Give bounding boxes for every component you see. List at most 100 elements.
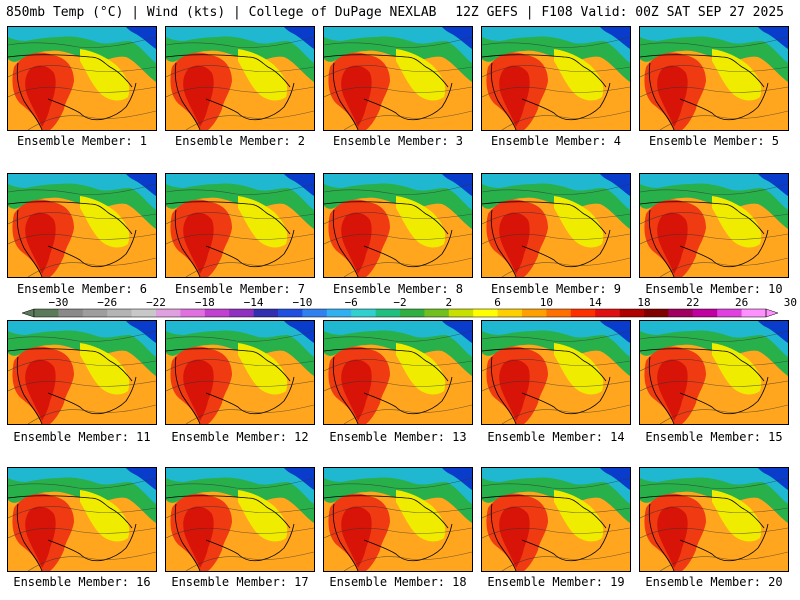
colorbar-tick-label: −10: [292, 296, 312, 309]
temperature-map: [482, 174, 630, 277]
temperature-map: [166, 321, 314, 424]
temperature-map: [8, 27, 156, 130]
temperature-map: [324, 27, 472, 130]
temperature-map: [640, 468, 788, 571]
colorbar-tick-label: −6: [345, 296, 358, 309]
member-map-10: [639, 173, 789, 278]
colorbar-tick-label: −14: [244, 296, 264, 309]
member-label: Ensemble Member: 20: [645, 575, 783, 589]
colorbar-segment: [717, 309, 742, 317]
colorbar-segment: [58, 309, 84, 317]
member-label: Ensemble Member: 3: [332, 134, 464, 148]
member-map-15: [639, 320, 789, 425]
colorbar-outline: [33, 308, 767, 318]
colorbar-tick-label: −2: [393, 296, 406, 309]
member-label: Ensemble Member: 17: [171, 575, 309, 589]
colorbar-segment: [82, 309, 108, 317]
member-map-12: [165, 320, 315, 425]
temperature-map: [166, 174, 314, 277]
member-map-4: [481, 26, 631, 131]
member-map-17: [165, 467, 315, 572]
temperature-map: [8, 321, 156, 424]
colorbar-right-arrow: [765, 308, 779, 318]
header-title: 850mb Temp (°C) | Wind (kts) | College o…: [6, 5, 437, 20]
member-label: Ensemble Member: 9: [490, 282, 622, 296]
colorbar-tick-label: 14: [589, 296, 603, 309]
colorbar-segment: [619, 309, 645, 317]
colorbar-segment: [448, 309, 474, 317]
colorbar-tick-label: −18: [195, 296, 215, 309]
member-map-19: [481, 467, 631, 572]
colorbar-segment: [278, 309, 303, 317]
colorbar-tick-label: −22: [146, 296, 166, 309]
temperature-map: [482, 468, 630, 571]
temperature-map: [324, 321, 472, 424]
colorbar-segment: [546, 309, 572, 317]
colorbar-segment: [107, 309, 132, 317]
member-label: Ensemble Member: 8: [332, 282, 464, 296]
temperature-map: [8, 468, 156, 571]
colorbar-segment: [522, 309, 547, 317]
header-valid-time: 12Z GEFS | F108 Valid: 00Z SAT SEP 27 20…: [455, 5, 784, 20]
colorbar-segment: [692, 309, 718, 317]
temperature-map: [166, 468, 314, 571]
colorbar-segment: [473, 309, 498, 317]
temperature-map: [324, 468, 472, 571]
colorbar-tick-label: 30: [784, 296, 797, 309]
member-map-1: [7, 26, 157, 131]
temperature-map: [640, 174, 788, 277]
temperature-map: [166, 27, 314, 130]
member-map-2: [165, 26, 315, 131]
member-map-11: [7, 320, 157, 425]
colorbar-segment: [326, 309, 352, 317]
member-label: Ensemble Member: 16: [13, 575, 151, 589]
temperature-map: [640, 321, 788, 424]
temperature-map: [8, 174, 156, 277]
colorbar-tick-label: 6: [494, 296, 501, 309]
member-label: Ensemble Member: 14: [487, 430, 625, 444]
colorbar-segment: [424, 309, 450, 317]
member-map-14: [481, 320, 631, 425]
colorbar-segment: [131, 309, 157, 317]
member-label: Ensemble Member: 11: [13, 430, 151, 444]
colorbar-segment: [497, 309, 523, 317]
member-map-6: [7, 173, 157, 278]
colorbar-segment: [229, 309, 254, 317]
colorbar-segment: [668, 309, 694, 317]
colorbar-segment: [156, 309, 181, 317]
member-map-7: [165, 173, 315, 278]
temperature-map: [324, 174, 472, 277]
temperature-map: [482, 321, 630, 424]
colorbar-segment: [34, 309, 59, 317]
temperature-map: [482, 27, 630, 130]
member-label: Ensemble Member: 13: [329, 430, 467, 444]
member-map-8: [323, 173, 473, 278]
colorbar-segment: [595, 309, 620, 317]
member-label: Ensemble Member: 5: [648, 134, 780, 148]
member-map-9: [481, 173, 631, 278]
colorbar-segment: [644, 309, 669, 317]
colorbar-segment: [253, 309, 279, 317]
colorbar-tick-label: −30: [48, 296, 68, 309]
member-label: Ensemble Member: 1: [16, 134, 148, 148]
member-label: Ensemble Member: 10: [645, 282, 783, 296]
member-map-16: [7, 467, 157, 572]
member-map-3: [323, 26, 473, 131]
colorbar-tick-label: 22: [686, 296, 699, 309]
colorbar-segment: [400, 309, 425, 317]
colorbar-tick-label: −26: [97, 296, 117, 309]
member-label: Ensemble Member: 7: [174, 282, 306, 296]
colorbar-segment: [204, 309, 230, 317]
member-map-13: [323, 320, 473, 425]
member-label: Ensemble Member: 2: [174, 134, 306, 148]
member-label: Ensemble Member: 12: [171, 430, 309, 444]
member-label: Ensemble Member: 19: [487, 575, 625, 589]
colorbar-segment: [180, 309, 206, 317]
colorbar-tick-label: 18: [637, 296, 650, 309]
colorbar-segment: [570, 309, 596, 317]
temperature-map: [640, 27, 788, 130]
colorbar-left-arrow: [21, 308, 35, 318]
colorbar-tick-label: 10: [540, 296, 553, 309]
member-map-5: [639, 26, 789, 131]
member-label: Ensemble Member: 18: [329, 575, 467, 589]
